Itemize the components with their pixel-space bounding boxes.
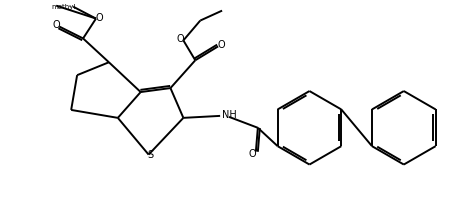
Text: S: S (148, 150, 154, 160)
Text: O: O (52, 20, 60, 30)
Text: methyl: methyl (69, 6, 74, 7)
Text: O: O (95, 13, 103, 23)
Text: methyl: methyl (51, 4, 76, 10)
Text: O: O (177, 34, 184, 44)
Text: NH: NH (222, 110, 237, 120)
Text: O: O (217, 40, 225, 50)
Text: O: O (248, 149, 256, 159)
